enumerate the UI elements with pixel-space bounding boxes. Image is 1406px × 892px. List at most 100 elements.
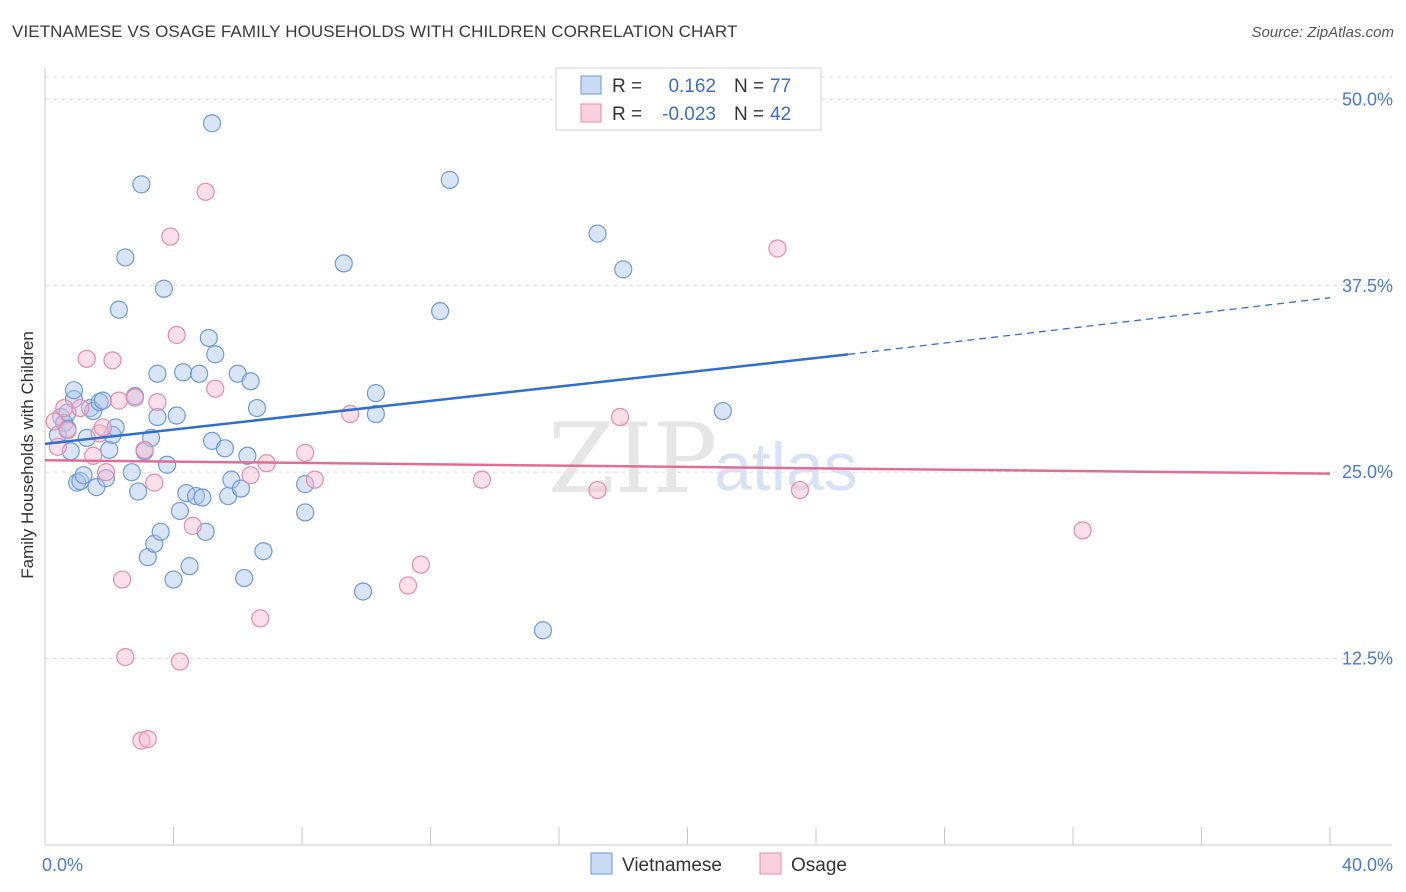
legend-n-label-1: N = [734, 76, 764, 97]
osage-point-15 [132, 731, 151, 750]
osage-point-27 [251, 609, 270, 628]
osage-point-22 [170, 652, 190, 671]
osage-point-19 [148, 392, 167, 412]
vietnamese-point-71 [713, 401, 732, 421]
osage-point-14 [125, 388, 145, 407]
vietnamese-point-16 [93, 391, 112, 410]
vietnamese-point-57 [241, 372, 260, 391]
vietnamese-point-54 [231, 479, 251, 498]
osage-point-30 [305, 470, 324, 489]
vietnamese-point-41 [180, 557, 199, 576]
vietnamese-point-31 [148, 407, 167, 427]
vietnamese-point-66 [431, 302, 450, 321]
vietnamese-point-43 [190, 364, 209, 383]
osage-point-37 [768, 239, 787, 258]
vietnamese-point-42 [186, 486, 206, 506]
osage-point-16 [135, 440, 154, 459]
osage-point-12 [112, 570, 132, 589]
osage-point-18 [145, 473, 164, 492]
series-osage [45, 182, 1092, 750]
osage-point-4 [71, 398, 90, 418]
vietnamese-point-58 [247, 398, 267, 418]
osage-point-17 [138, 730, 157, 749]
trend-line-vietnamese-extension [848, 297, 1331, 356]
chart-title: VIETNAMESE VS OSAGE FAMILY HOUSEHOLDS WI… [12, 22, 738, 41]
vietnamese-point-56 [238, 446, 257, 465]
legend-swatch-osage [580, 103, 602, 123]
vietnamese-point-60 [296, 475, 315, 494]
y-tick-label-1: 25.0% [1342, 462, 1393, 482]
legend-r-label-2: R = [612, 104, 642, 125]
y-tick-labels: 12.5% 25.0% 37.5% 50.0% [1342, 89, 1393, 668]
bottom-legend-swatch-vietnamese [590, 852, 613, 875]
vietnamese-point-55 [235, 568, 254, 588]
vietnamese-point-34 [154, 279, 173, 298]
osage-point-36 [610, 407, 630, 427]
vietnamese-point-39 [174, 363, 193, 382]
osage-point-32 [398, 576, 418, 595]
y-tick-label-3: 50.0% [1342, 89, 1393, 109]
vietnamese-point-10 [74, 466, 93, 485]
y-tick-label-0: 12.5% [1342, 649, 1393, 669]
vietnamese-point-61 [296, 503, 315, 522]
vietnamese-point-21 [109, 300, 128, 319]
vietnamese-point-68 [533, 621, 553, 640]
osage-point-26 [241, 466, 260, 485]
x-tick-label-0: 0.0% [42, 855, 83, 875]
vietnamese-point-50 [215, 439, 234, 458]
osage-point-10 [103, 351, 122, 370]
vietnamese-point-67 [440, 170, 459, 189]
vietnamese-point-65 [366, 404, 385, 424]
vietnamese-point-32 [148, 364, 167, 383]
osage-point-24 [196, 182, 215, 201]
trend-line-vietnamese [44, 353, 849, 446]
legend-n-label-2: N = [734, 104, 764, 125]
source-label: Source: ZipAtlas.com [1251, 24, 1394, 41]
vietnamese-point-18 [100, 440, 119, 459]
x-tick-label-1: 40.0% [1342, 855, 1393, 875]
vietnamese-point-69 [588, 224, 607, 243]
osage-point-5 [77, 349, 96, 368]
vietnamese-point-59 [254, 542, 273, 561]
vietnamese-point-17 [96, 469, 116, 488]
legend-r-value-1: 0.162 [668, 76, 716, 97]
osage-point-39 [1073, 521, 1092, 540]
vietnamese-point-23 [122, 463, 141, 482]
vietnamese-point-37 [167, 406, 186, 425]
legend-box: R = 0.162 N = 77 R = -0.023 N = 42 [555, 67, 822, 131]
vietnamese-point-36 [164, 570, 183, 589]
osage-point-2 [55, 398, 74, 418]
bottom-legend-swatch-osage [759, 852, 782, 875]
osage-point-13 [116, 648, 135, 667]
osage-point-29 [296, 443, 315, 462]
y-tick-label-2: 37.5% [1342, 276, 1393, 296]
series-vietnamese [48, 114, 732, 640]
osage-point-23 [183, 516, 202, 535]
vietnamese-point-22 [116, 248, 135, 267]
bottom-legend-label-vietnamese: Vietnamese [622, 855, 722, 876]
vietnamese-point-33 [151, 522, 170, 541]
osage-point-3 [58, 421, 77, 440]
vietnamese-point-64 [366, 384, 385, 403]
legend-swatch-vietnamese [580, 75, 602, 95]
vietnamese-point-7 [64, 381, 84, 400]
vietnamese-point-25 [129, 482, 148, 501]
vietnamese-point-44 [193, 488, 212, 507]
vietnamese-point-26 [132, 175, 151, 194]
osage-point-38 [790, 480, 810, 500]
osage-point-20 [161, 227, 180, 246]
legend-n-value-2: 42 [770, 104, 791, 125]
osage-point-11 [109, 391, 128, 410]
osage-point-21 [167, 325, 186, 345]
vietnamese-point-70 [614, 260, 633, 279]
osage-point-33 [411, 555, 430, 574]
legend-r-label-1: R = [612, 76, 642, 97]
vietnamese-point-62 [334, 254, 353, 273]
vietnamese-point-46 [199, 328, 218, 348]
osage-point-25 [206, 379, 225, 398]
watermark-zip: ZIP [548, 403, 717, 515]
axes [44, 68, 1392, 846]
vietnamese-point-49 [206, 345, 225, 364]
vietnamese-point-48 [202, 114, 222, 133]
